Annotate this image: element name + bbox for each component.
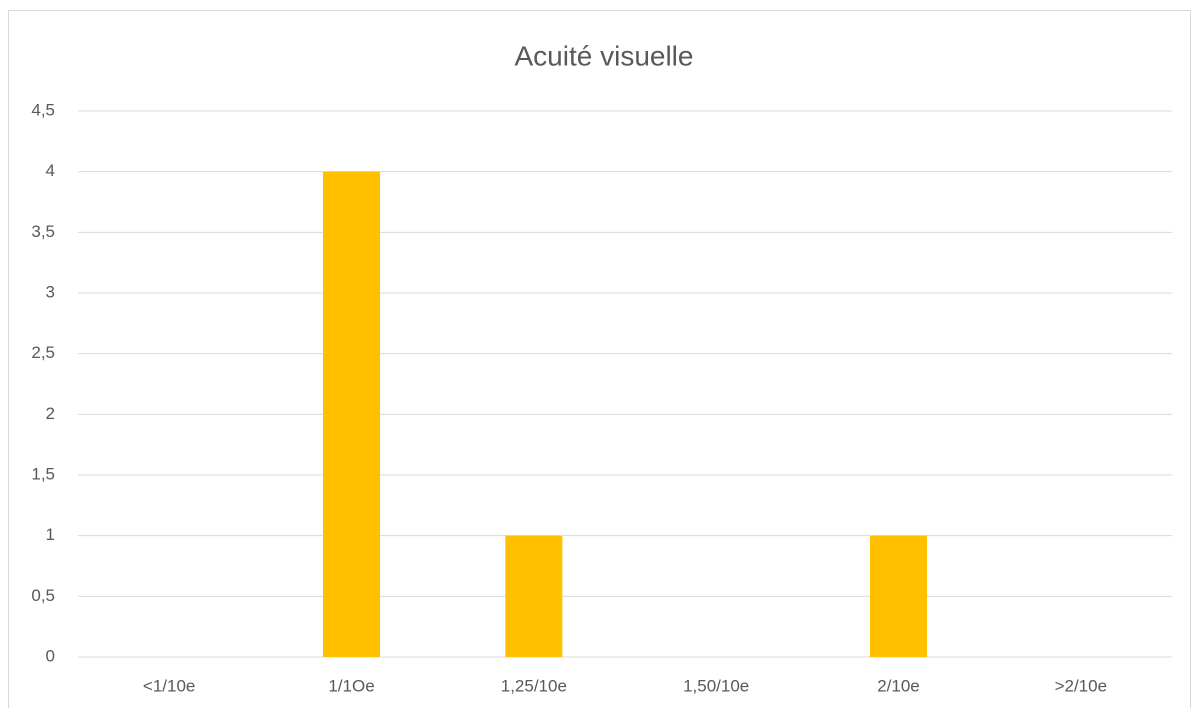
y-tick-label: 2 bbox=[46, 404, 55, 423]
x-tick-label: 2/10e bbox=[877, 676, 920, 695]
bar bbox=[323, 171, 380, 657]
y-tick-label: 0,5 bbox=[31, 586, 55, 605]
bar bbox=[870, 535, 927, 657]
chart-border bbox=[8, 10, 1191, 713]
x-tick-label: 1/1Oe bbox=[328, 676, 374, 695]
bar bbox=[505, 535, 563, 657]
y-tick-label: 3,5 bbox=[31, 222, 55, 241]
y-tick-label: 2,5 bbox=[31, 343, 55, 362]
y-tick-label: 4 bbox=[46, 161, 55, 180]
y-tick-label: 1,5 bbox=[31, 464, 55, 483]
x-tick-label: 1,25/10e bbox=[501, 676, 567, 695]
x-tick-label: >2/10e bbox=[1055, 676, 1107, 695]
y-tick-label: 4,5 bbox=[31, 100, 55, 119]
x-tick-label: 1,50/10e bbox=[683, 676, 749, 695]
y-tick-label: 1 bbox=[46, 525, 55, 544]
y-tick-label: 0 bbox=[46, 646, 55, 665]
chart-title: Acuité visuelle bbox=[515, 40, 694, 71]
x-tick-label: <1/10e bbox=[143, 676, 195, 695]
y-tick-label: 3 bbox=[46, 282, 55, 301]
